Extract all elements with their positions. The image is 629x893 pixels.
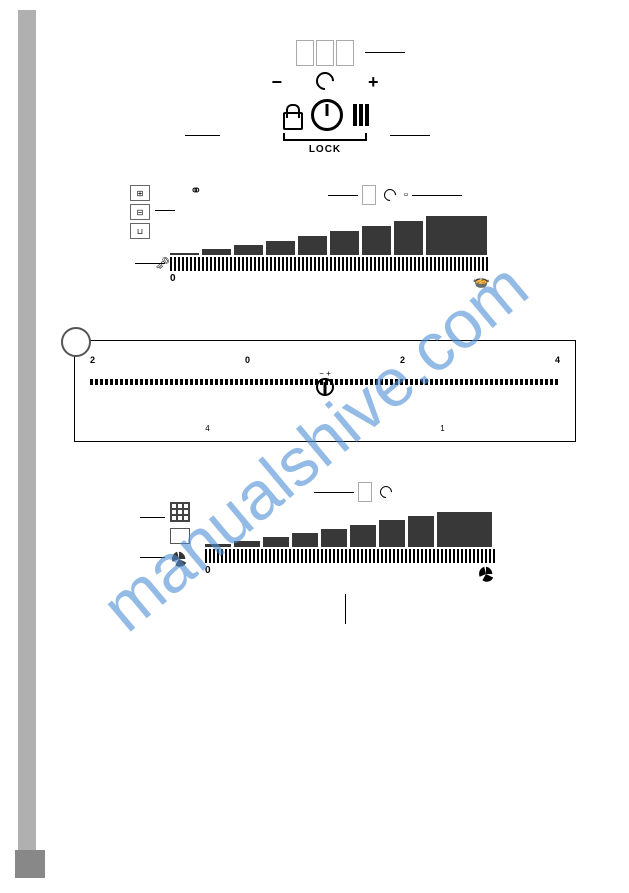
moon-icon-small xyxy=(382,187,399,204)
ruler-top-labels: 2 0 2 4 xyxy=(90,355,560,365)
leader-line xyxy=(185,135,220,136)
page-number xyxy=(15,850,45,878)
fan-wedge-slider: 0 xyxy=(205,512,495,616)
ruler-marker-circle xyxy=(61,327,91,357)
tick-scale[interactable] xyxy=(170,257,490,271)
lock-label: LOCK xyxy=(215,144,435,155)
plus-icon: + xyxy=(368,72,379,95)
tick-scale[interactable] xyxy=(205,549,495,563)
padlock-icon xyxy=(281,104,301,126)
leader-line xyxy=(140,557,165,558)
leader-line xyxy=(390,135,430,136)
mode-icon-1: ⊞ xyxy=(130,185,150,201)
page-content: − + LOCK ⊞ ⊟ ⊔ ⚭ ▫ xyxy=(60,40,590,616)
scale-endpoints: 0 🍲 xyxy=(170,273,490,290)
heat-wedge-slider: ▫ 0 🍲 xyxy=(170,185,590,290)
ruler-bottom-labels: 4 1 xyxy=(90,424,560,433)
fan-max-icon xyxy=(477,565,495,586)
intensity-wedge[interactable] xyxy=(170,215,490,255)
minus-plus-row: − + xyxy=(215,72,435,95)
display-lock-cluster: − + LOCK xyxy=(215,40,435,155)
leader-line-vertical xyxy=(345,594,346,624)
intensity-wedge[interactable] xyxy=(205,512,495,547)
pot-key-icon: 🗝 xyxy=(155,256,170,270)
fan-icon xyxy=(170,550,188,568)
ruler-tick-track[interactable] xyxy=(90,379,560,385)
control-knob-icon[interactable] xyxy=(311,99,343,131)
moon-icon-small xyxy=(378,484,395,501)
small-digit-display xyxy=(358,482,372,502)
screen-mode-icon xyxy=(170,528,190,544)
scale-zero: 0 xyxy=(170,273,176,290)
fan-slider-section: 0 xyxy=(60,482,590,616)
scale-zero: 0 xyxy=(205,565,211,586)
leader-line xyxy=(365,52,405,53)
minus-icon: − xyxy=(271,72,282,95)
leader-line xyxy=(155,210,175,211)
lock-knob-row xyxy=(215,99,435,131)
mode-icon-2: ⊟ xyxy=(130,204,150,220)
heat-slider-section: ⊞ ⊟ ⊔ ⚭ ▫ xyxy=(60,185,590,290)
full-control-ruler: 2 0 2 4 − + 4 1 xyxy=(74,340,576,442)
small-digit-display xyxy=(362,185,376,205)
scale-endpoints: 0 xyxy=(205,565,495,586)
square-icon: ▫ xyxy=(404,189,408,201)
bars-icon xyxy=(353,104,369,126)
grid-mode-icon xyxy=(170,502,190,522)
leader-line xyxy=(140,517,165,518)
flame-pot-icon: 🍲 xyxy=(473,273,490,290)
mode-icon-3: ⊔ xyxy=(130,223,150,239)
lock-bracket xyxy=(283,133,367,141)
seven-segment-display xyxy=(215,40,435,66)
left-margin-bar xyxy=(18,10,36,850)
moon-icon xyxy=(312,72,338,95)
circles-icon: ⚭ xyxy=(190,182,202,199)
fan-mode-icons xyxy=(170,502,190,568)
mode-icon-stack: ⊞ ⊟ ⊔ xyxy=(130,185,150,239)
